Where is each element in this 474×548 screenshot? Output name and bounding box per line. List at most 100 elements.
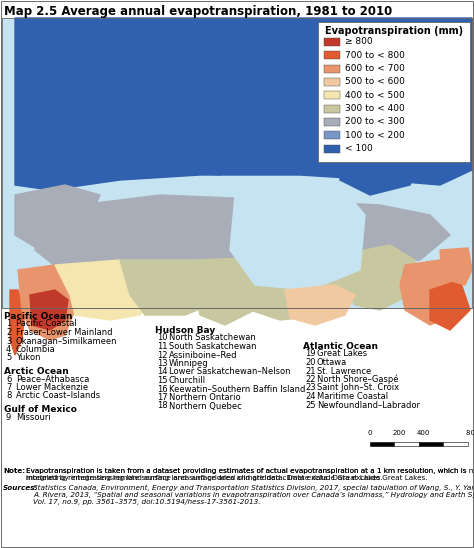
Text: ≥ 800: ≥ 800 xyxy=(345,37,373,47)
Text: Okanagan–Similkameen: Okanagan–Similkameen xyxy=(16,336,118,345)
Text: 300 to < 400: 300 to < 400 xyxy=(345,104,405,113)
Polygon shape xyxy=(340,245,415,310)
Text: 4: 4 xyxy=(6,345,11,354)
Text: 20: 20 xyxy=(305,358,316,367)
Polygon shape xyxy=(195,258,265,325)
Polygon shape xyxy=(245,255,355,320)
Text: Columbia: Columbia xyxy=(16,345,56,354)
Text: Gulf of Mexico: Gulf of Mexico xyxy=(4,405,77,414)
Text: Keewatin–Southern Baffin Island: Keewatin–Southern Baffin Island xyxy=(169,385,305,393)
Polygon shape xyxy=(30,290,68,330)
Text: Pacific Coastal: Pacific Coastal xyxy=(16,319,77,328)
Polygon shape xyxy=(15,185,100,250)
Bar xyxy=(2,18,472,308)
Text: 21: 21 xyxy=(305,367,316,375)
Polygon shape xyxy=(55,260,155,320)
Polygon shape xyxy=(430,280,470,330)
Bar xyxy=(444,442,468,446)
Text: Great Lakes: Great Lakes xyxy=(317,350,367,358)
Text: 13: 13 xyxy=(157,359,168,368)
Bar xyxy=(324,118,340,126)
Text: 1: 1 xyxy=(6,319,11,328)
Polygon shape xyxy=(35,195,450,270)
Polygon shape xyxy=(15,18,472,190)
Text: 600 to < 700: 600 to < 700 xyxy=(345,64,405,73)
Text: 18: 18 xyxy=(157,402,168,410)
Text: A. Rivera, 2013, “Spatial and seasonal variations in evapotranspiration over Can: A. Rivera, 2013, “Spatial and seasonal v… xyxy=(33,492,474,498)
Text: 17: 17 xyxy=(157,393,168,402)
Text: 5: 5 xyxy=(6,353,11,362)
Text: 14: 14 xyxy=(157,368,167,376)
Text: Note:: Note: xyxy=(3,468,25,474)
Text: Pacific Ocean: Pacific Ocean xyxy=(4,312,73,321)
Bar xyxy=(324,105,340,113)
Text: Evapotranspiration (mm): Evapotranspiration (mm) xyxy=(325,26,463,36)
Text: 25: 25 xyxy=(305,401,316,409)
Text: Vol. 17, no.9, pp. 3561–3575, doi:10.5194/hess-17-3561-2013.: Vol. 17, no.9, pp. 3561–3575, doi:10.519… xyxy=(33,499,261,505)
Text: Map 2.5 Average annual evapotranspiration, 1981 to 2010: Map 2.5 Average annual evapotranspiratio… xyxy=(4,5,392,18)
Text: 24: 24 xyxy=(305,392,316,401)
Bar xyxy=(324,38,340,46)
Text: South Saskatchewan: South Saskatchewan xyxy=(169,342,256,351)
Polygon shape xyxy=(440,248,472,285)
Text: Newfoundland–Labrador: Newfoundland–Labrador xyxy=(317,401,420,409)
Text: 6: 6 xyxy=(6,374,11,384)
Text: Fraser–Lower Mainland: Fraser–Lower Mainland xyxy=(16,328,112,337)
Polygon shape xyxy=(235,195,330,245)
Text: Evapotranspiration is taken from a dataset providing estimates of actual evapotr: Evapotranspiration is taken from a datas… xyxy=(26,468,466,481)
Polygon shape xyxy=(285,285,355,325)
Text: Northern Ontario: Northern Ontario xyxy=(169,393,241,402)
Text: North Shore–Gaspé: North Shore–Gaspé xyxy=(317,375,399,385)
Text: 8: 8 xyxy=(6,391,11,401)
Polygon shape xyxy=(340,140,420,195)
Text: Maritime Coastal: Maritime Coastal xyxy=(317,392,388,401)
Text: 2: 2 xyxy=(6,328,11,337)
Text: 200 to < 300: 200 to < 300 xyxy=(345,117,405,127)
Text: Peace–Athabasca: Peace–Athabasca xyxy=(16,374,90,384)
Text: Lower Saskatchewan–Nelson: Lower Saskatchewan–Nelson xyxy=(169,368,291,376)
Text: 10: 10 xyxy=(157,334,167,342)
Text: 15: 15 xyxy=(157,376,167,385)
Text: Assiniboine–Red: Assiniboine–Red xyxy=(169,351,237,359)
Text: 7: 7 xyxy=(6,383,11,392)
Text: St. Lawrence: St. Lawrence xyxy=(317,367,371,375)
Text: 19: 19 xyxy=(305,350,316,358)
Bar xyxy=(419,442,444,446)
Polygon shape xyxy=(18,265,75,340)
Text: Saint John–St. Croix: Saint John–St. Croix xyxy=(317,384,399,392)
Text: 500 to < 600: 500 to < 600 xyxy=(345,77,405,87)
Text: 12: 12 xyxy=(157,351,167,359)
Polygon shape xyxy=(400,260,460,325)
Bar xyxy=(324,145,340,153)
Text: Arctic Ocean: Arctic Ocean xyxy=(4,367,69,376)
Text: 23: 23 xyxy=(305,384,316,392)
Bar xyxy=(318,22,470,162)
Polygon shape xyxy=(195,22,350,80)
Text: 700 to < 800: 700 to < 800 xyxy=(345,51,405,60)
Text: 800 km: 800 km xyxy=(466,430,474,436)
Text: Arctic Coast–Islands: Arctic Coast–Islands xyxy=(16,391,100,401)
Bar xyxy=(324,132,340,139)
Text: 200: 200 xyxy=(392,430,406,436)
Text: Missouri: Missouri xyxy=(16,413,51,421)
Text: Hudson Bay: Hudson Bay xyxy=(155,326,215,335)
Polygon shape xyxy=(10,290,25,355)
Polygon shape xyxy=(230,185,365,290)
Text: 22: 22 xyxy=(305,375,316,384)
Text: 400 to < 500: 400 to < 500 xyxy=(345,91,405,100)
Text: 100 to < 200: 100 to < 200 xyxy=(345,131,405,140)
Text: Winnipeg: Winnipeg xyxy=(169,359,209,368)
Text: 11: 11 xyxy=(157,342,167,351)
Text: Lower Mackenzie: Lower Mackenzie xyxy=(16,383,88,392)
Bar xyxy=(324,65,340,73)
Text: 0: 0 xyxy=(368,430,373,436)
Bar xyxy=(370,442,394,446)
Text: Statistics Canada, Environment, Energy and Transportation Statistics Division, 2: Statistics Canada, Environment, Energy a… xyxy=(33,485,474,491)
Text: Yukon: Yukon xyxy=(16,353,40,362)
Bar xyxy=(324,78,340,86)
Bar xyxy=(2,18,472,308)
Bar xyxy=(324,52,340,59)
Text: Churchill: Churchill xyxy=(169,376,206,385)
Text: < 100: < 100 xyxy=(345,144,373,153)
Text: 9: 9 xyxy=(6,413,11,421)
